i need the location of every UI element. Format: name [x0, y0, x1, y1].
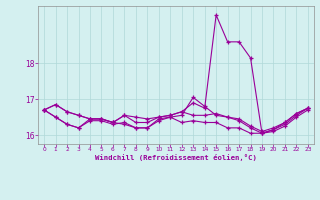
- X-axis label: Windchill (Refroidissement éolien,°C): Windchill (Refroidissement éolien,°C): [95, 154, 257, 161]
